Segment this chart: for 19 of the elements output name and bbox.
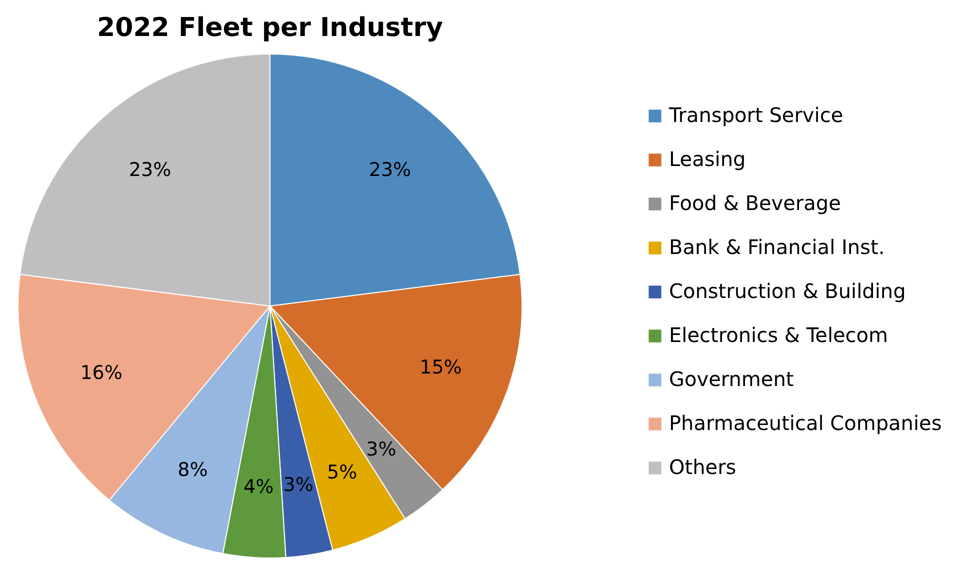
legend-label: Leasing xyxy=(669,147,746,171)
data-label: 23% xyxy=(128,158,172,181)
legend-label: Government xyxy=(669,367,794,391)
chart-title: 2022 Fleet per Industry xyxy=(97,13,444,43)
legend-label: Pharmaceutical Companies xyxy=(669,411,942,435)
legend-label: Others xyxy=(669,455,736,479)
legend-label: Bank & Financial Inst. xyxy=(669,235,885,259)
data-label: 3% xyxy=(366,438,396,460)
data-label: 3% xyxy=(283,474,314,496)
data-label: 15% xyxy=(420,356,462,378)
legend-label: Electronics & Telecom xyxy=(669,323,888,347)
data-label: 4% xyxy=(244,476,274,498)
data-label: 5% xyxy=(326,462,358,484)
data-label: 8% xyxy=(178,459,208,482)
legend-label: Food & Beverage xyxy=(669,191,841,215)
data-label: 16% xyxy=(80,362,122,384)
legend-label: Transport Service xyxy=(668,103,844,127)
data-label: 23% xyxy=(368,158,412,181)
legend-label: Construction & Building xyxy=(669,279,906,303)
